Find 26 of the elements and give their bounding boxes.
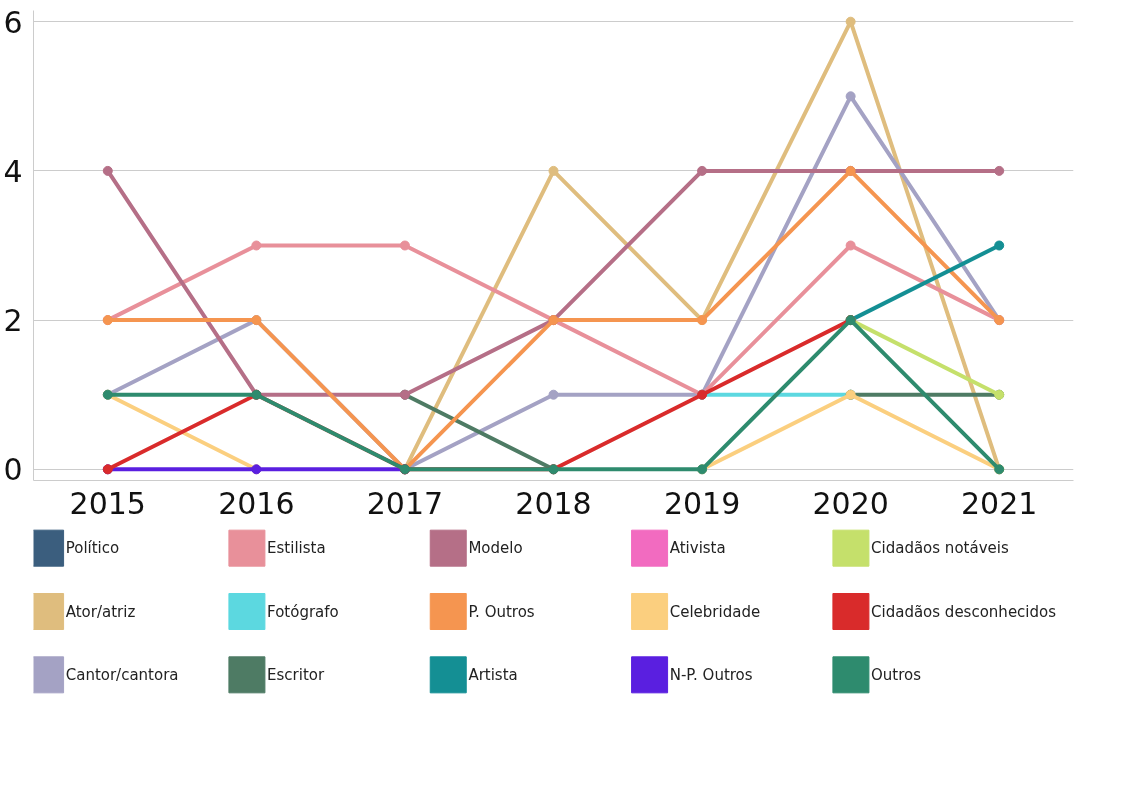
x-tick-label: 2018 — [515, 485, 592, 521]
legend-label: Artista — [468, 665, 518, 684]
legend-label: Modelo — [468, 539, 523, 558]
x-tick-label: 2017 — [366, 485, 444, 521]
legend-label: Cidadãos desconhecidos — [871, 602, 1057, 621]
x-tick-label: 2019 — [663, 485, 741, 521]
legend-label: N-P. Outros — [669, 665, 753, 684]
legend-label: Político — [65, 539, 120, 558]
y-tick-label: 6 — [3, 4, 23, 40]
legend-label: Cantor/cantora — [65, 665, 179, 684]
x-tick-label: 2020 — [812, 485, 889, 521]
y-tick-label: 0 — [3, 452, 23, 488]
y-tick-label: 4 — [3, 153, 23, 189]
legend-label: Ator/atriz — [65, 602, 136, 621]
y-tick-label: 2 — [3, 303, 23, 339]
x-tick-label: 2016 — [218, 485, 295, 521]
legend-label: Outros — [871, 665, 922, 684]
legend-label: Celebridade — [669, 602, 761, 621]
x-tick-label: 2021 — [961, 485, 1038, 521]
legend-label: Fotógrafo — [267, 602, 339, 621]
legend-label: Escritor — [267, 665, 325, 684]
x-tick-label: 2015 — [69, 485, 146, 521]
legend-label: P. Outros — [468, 602, 535, 621]
legend-label: Cidadãos notáveis — [871, 539, 1009, 558]
legend-label: Estilista — [267, 539, 326, 558]
legend-label: Ativista — [669, 539, 726, 558]
